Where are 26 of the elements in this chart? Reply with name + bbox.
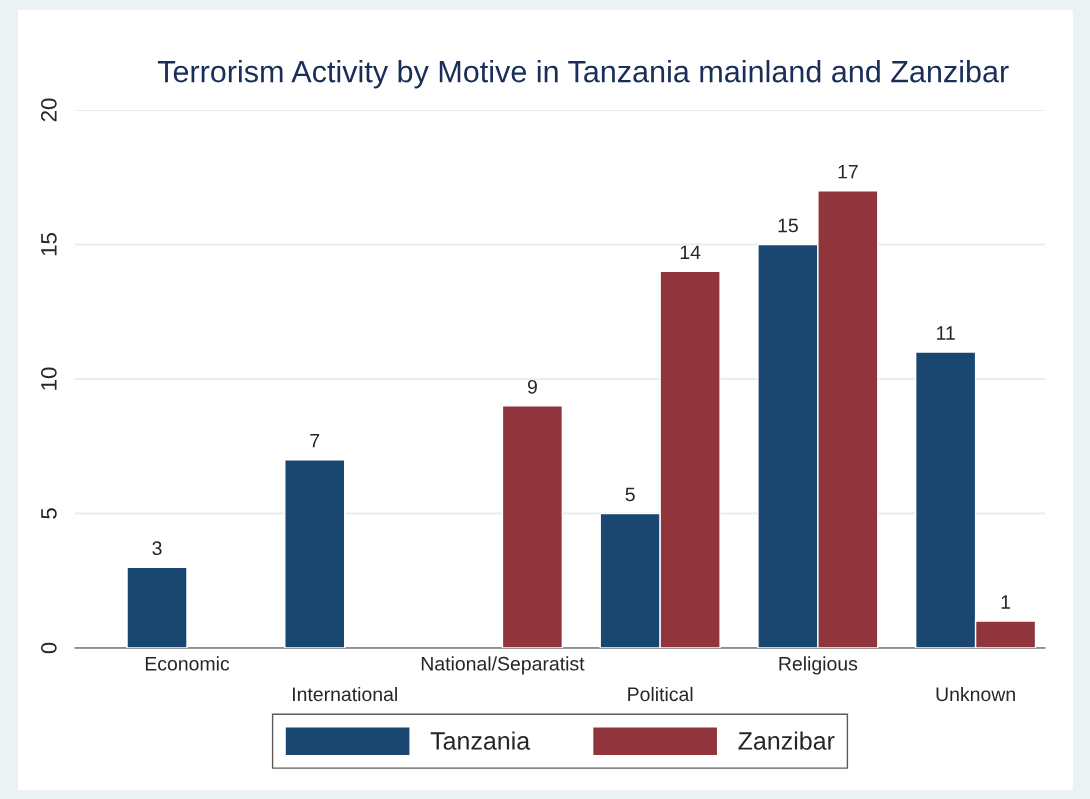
x-tick-label: Religious <box>779 656 858 675</box>
y-tick-label: 5 <box>41 508 57 519</box>
y-tick-label: 10 <box>40 367 57 390</box>
x-tick-label: International <box>293 686 397 702</box>
data-label: 15 <box>778 218 798 233</box>
x-tick-label: Economic <box>145 656 230 671</box>
x-tick-label: Political <box>628 686 693 702</box>
chart-title: Terrorism Activity by Motive in Tanzania mainland and Zanzibar <box>157 60 1009 89</box>
data-label: 3 <box>152 541 162 556</box>
x-tick-label: National/Separatist <box>421 656 585 675</box>
legend-label: Tanzania <box>430 731 531 750</box>
y-tick-label: 20 <box>40 98 57 122</box>
legend-label: Zanzibar <box>738 731 835 750</box>
bar <box>501 405 564 648</box>
y-tick-label: 15 <box>41 233 57 256</box>
data-label: 11 <box>937 326 955 340</box>
data-label: 7 <box>310 433 320 448</box>
data-label: 17 <box>838 164 858 179</box>
x-tick-label: Unknown <box>936 686 1015 702</box>
data-label: 1 <box>1001 595 1011 609</box>
data-label: 5 <box>625 487 635 502</box>
data-label: 9 <box>527 379 537 394</box>
bar <box>126 566 188 648</box>
bar <box>284 459 346 648</box>
data-label: 14 <box>680 245 701 260</box>
y-tick-label: 0 <box>40 642 57 654</box>
